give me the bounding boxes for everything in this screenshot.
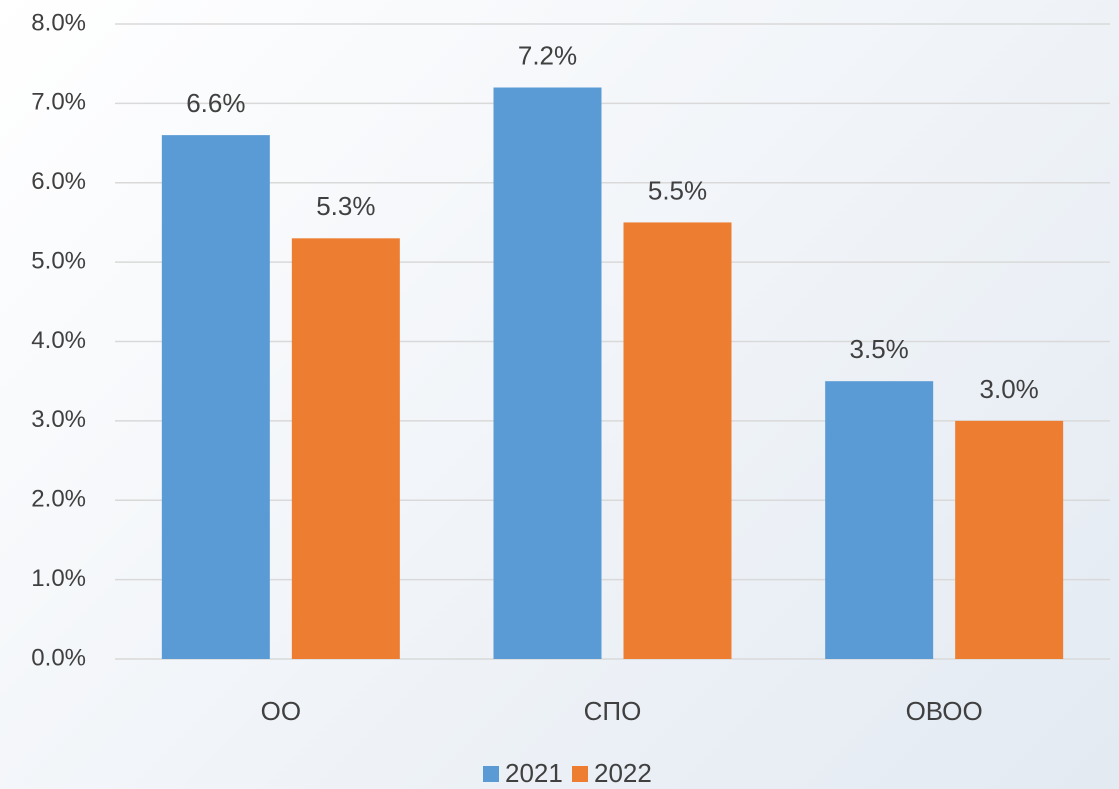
- x-tick-label: ОВОО: [906, 696, 983, 726]
- bar: [291, 238, 400, 659]
- data-label: 6.6%: [186, 88, 245, 118]
- y-tick-label: 4.0%: [31, 327, 86, 354]
- y-tick-label: 2.0%: [31, 486, 86, 513]
- bar: [493, 87, 602, 659]
- data-label: 7.2%: [518, 40, 577, 70]
- data-label: 3.5%: [850, 334, 909, 364]
- bar: [161, 135, 270, 659]
- data-label: 3.0%: [980, 374, 1039, 404]
- legend-label: 2022: [594, 758, 652, 788]
- legend-swatch: [572, 766, 588, 782]
- y-tick-label: 8.0%: [31, 9, 86, 36]
- bar: [955, 420, 1064, 659]
- y-tick-label: 3.0%: [31, 406, 86, 433]
- x-tick-label: ОО: [261, 696, 301, 726]
- data-label: 5.3%: [316, 191, 375, 221]
- y-tick-label: 5.0%: [31, 247, 86, 274]
- legend-label: 2021: [505, 758, 563, 788]
- legend-swatch: [483, 766, 499, 782]
- y-tick-label: 1.0%: [31, 565, 86, 592]
- bar: [825, 381, 934, 659]
- data-label: 5.5%: [648, 175, 707, 205]
- y-tick-label: 0.0%: [31, 644, 86, 671]
- x-tick-label: СПО: [584, 696, 642, 726]
- bar: [623, 222, 732, 659]
- y-tick-label: 7.0%: [31, 89, 86, 116]
- y-tick-label: 6.0%: [31, 168, 86, 195]
